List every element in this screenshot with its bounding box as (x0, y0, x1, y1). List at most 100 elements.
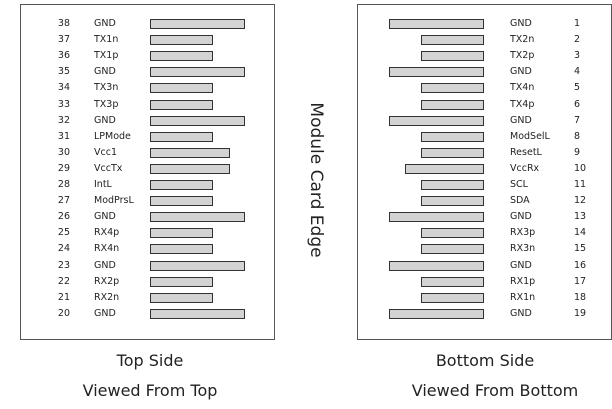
bottom-side-pin-signal: RX3n (510, 243, 536, 255)
bottom-side-pin-row: 16 GND (358, 258, 611, 274)
top-side-pin-number: 24 (57, 243, 70, 255)
top-side-pin-signal: GND (94, 66, 116, 78)
top-side-contact-pad (150, 180, 213, 190)
top-side-pin-number: 34 (57, 82, 70, 94)
bottom-side-contact-pad (405, 163, 484, 174)
bottom-side-pin-signal: ResetL (510, 146, 542, 158)
top-side-contact-pad (150, 35, 213, 46)
bottom-side-pin-number: 12 (574, 195, 587, 207)
bottom-side-contact-pad (389, 115, 484, 126)
bottom-side-pin-signal: TX2p (510, 50, 535, 62)
top-side-contact-pad (150, 260, 245, 271)
top-side-pin-row: 31 LPMode (21, 129, 274, 145)
bottom-side-pin-number: 10 (574, 162, 587, 174)
bottom-side-pin-row: 6 TX4p (358, 97, 611, 113)
bottom-side-pin-row: 15 RX3n (358, 241, 611, 257)
bottom-side-pin-row: 18 RX1n (358, 290, 611, 306)
top-side-contact-pad (150, 131, 213, 142)
bottom-side-pin-row: 3 TX2p (358, 48, 611, 64)
top-side-pin-number: 25 (57, 227, 70, 239)
top-side-caption: Top Side (116, 351, 184, 370)
bottom-side-contact-pad (421, 131, 484, 142)
bottom-side-pin-number: 16 (574, 259, 587, 271)
top-side-pin-signal: GND (94, 259, 116, 271)
top-side-panel: 38 GND 37 TX1n 36 TX1p 35 GND 34 TX3n 33 TX3p 32 GND 3… (20, 4, 275, 340)
bottom-side-pin-number: 14 (574, 227, 587, 239)
top-side-pin-number: 32 (57, 114, 70, 126)
top-side-pin-number: 33 (57, 98, 70, 110)
bottom-side-pin-number: 18 (574, 291, 587, 303)
top-side-pin-row: 36 TX1p (21, 48, 274, 64)
bottom-side-pin-row: 11 SCL (358, 177, 611, 193)
bottom-side-panel: 1 GND 2 TX2n 3 TX2p 4 GND 5 TX4n 6 TX4p 7 GND 8 ModSelL… (357, 4, 612, 340)
top-side-pin-row: 21 RX2n (21, 290, 274, 306)
bottom-side-subcaption: Viewed From Bottom (411, 381, 579, 400)
top-side-pin-signal: ModPrsL (94, 195, 134, 207)
bottom-side-pin-number: 1 (574, 18, 581, 29)
top-side-pin-signal: GND (94, 114, 116, 126)
top-side-pin-number: 37 (57, 34, 70, 46)
top-side-pin-signal: TX3p (94, 98, 119, 110)
bottom-side-pin-signal: GND (510, 114, 532, 126)
bottom-side-pin-number: 7 (574, 114, 581, 126)
top-side-pin-number: 38 (57, 18, 70, 29)
top-side-contact-pad (150, 228, 213, 239)
bottom-side-pin-signal: RX3p (510, 227, 536, 239)
top-side-pin-signal: GND (94, 307, 116, 319)
top-side-contact-pad (150, 83, 213, 94)
top-side-contact-pad (150, 19, 245, 29)
top-side-pin-row: 28 IntL (21, 177, 274, 193)
bottom-side-pin-number: 17 (574, 275, 587, 287)
bottom-side-pin-signal: RX1n (510, 291, 536, 303)
bottom-side-pin-signal: GND (510, 18, 532, 29)
bottom-side-pin-signal: GND (510, 211, 532, 223)
top-side-pin-number: 31 (57, 130, 70, 142)
top-side-pin-signal: GND (94, 211, 116, 223)
bottom-side-pin-row: 12 SDA (358, 193, 611, 209)
bottom-side-pin-signal: TX2n (510, 34, 535, 46)
top-side-contact-pad (150, 212, 245, 223)
top-side-pin-number: 23 (57, 259, 70, 271)
bottom-side-pin-number: 8 (574, 130, 581, 142)
top-side-pin-row: 22 RX2p (21, 274, 274, 290)
bottom-side-pin-signal: VccRx (510, 162, 540, 174)
top-side-pin-signal: TX1n (94, 34, 119, 46)
bottom-side-pin-signal: TX4n (510, 82, 535, 94)
top-side-pin-signal: RX2n (94, 291, 120, 303)
top-side-pin-row: 23 GND (21, 258, 274, 274)
top-side-pin-row: 20 GND (21, 306, 274, 322)
top-side-contact-pad (150, 292, 213, 303)
top-side-pin-number: 28 (57, 179, 70, 190)
bottom-side-contact-pad (421, 51, 484, 62)
bottom-side-pin-signal: RX1p (510, 275, 536, 287)
top-side-pin-number: 36 (57, 50, 70, 62)
top-side-pin-number: 21 (57, 291, 70, 303)
bottom-side-pin-number: 9 (574, 146, 581, 158)
bottom-side-contact-pad (389, 67, 484, 78)
top-side-pin-signal: LPMode (94, 130, 131, 142)
top-side-pin-row: 38 GND (21, 16, 274, 32)
top-side-pin-row: 37 TX1n (21, 32, 274, 48)
bottom-side-contact-pad (421, 292, 484, 303)
top-side-pin-signal: RX4n (94, 243, 120, 255)
bottom-side-pin-row: 14 RX3p (358, 225, 611, 241)
top-side-pin-signal: TX1p (94, 50, 119, 62)
bottom-side-contact-pad (389, 308, 484, 319)
top-side-contact-pad (150, 99, 213, 110)
top-side-contact-pad (150, 115, 245, 126)
top-side-pin-row: 34 TX3n (21, 80, 274, 96)
top-side-contact-pad (150, 51, 213, 62)
top-side-pin-number: 20 (57, 307, 70, 319)
bottom-side-contact-pad (389, 260, 484, 271)
top-side-pin-signal: TX3n (94, 82, 119, 94)
top-side-pin-signal: VccTx (94, 162, 123, 174)
top-side-pin-number: 29 (57, 162, 70, 174)
bottom-side-pin-signal: GND (510, 66, 532, 78)
bottom-side-contact-pad (421, 276, 484, 287)
bottom-side-pin-row: 1 GND (358, 16, 611, 32)
bottom-side-pin-row: 10 VccRx (358, 161, 611, 177)
top-side-contact-pad (150, 244, 213, 255)
bottom-side-pin-number: 2 (574, 34, 581, 46)
top-side-pin-signal: Vcc1 (94, 146, 117, 158)
bottom-side-contact-pad (421, 99, 484, 110)
